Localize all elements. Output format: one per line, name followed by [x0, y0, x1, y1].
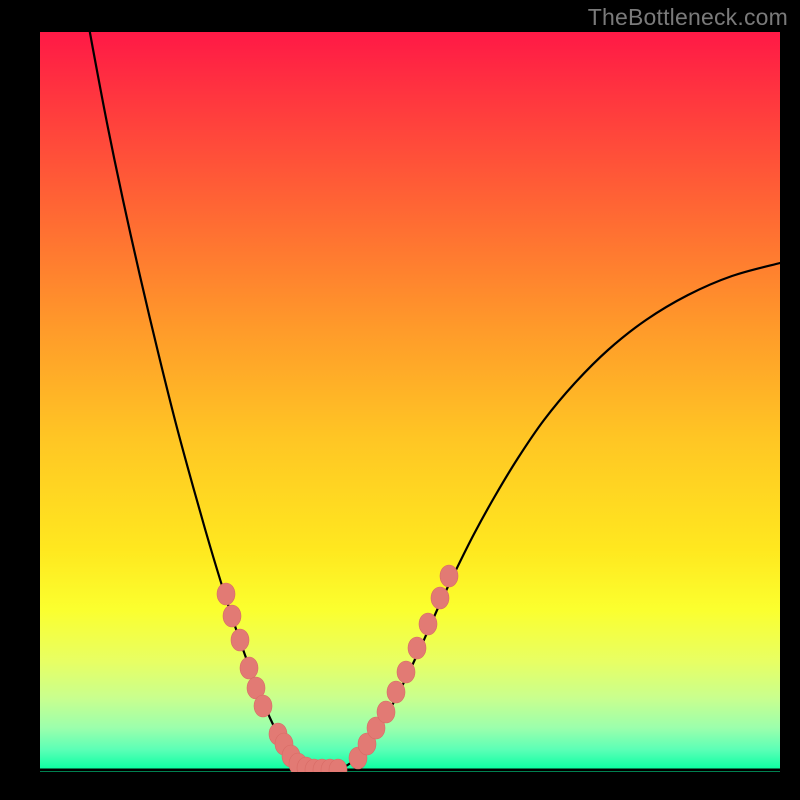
chart-container: TheBottleneck.com	[0, 0, 800, 800]
data-marker	[217, 583, 235, 605]
data-marker	[408, 637, 426, 659]
data-marker	[431, 587, 449, 609]
gradient-background	[40, 32, 780, 772]
data-marker	[377, 701, 395, 723]
data-marker	[329, 759, 347, 781]
data-marker	[419, 613, 437, 635]
watermark-text: TheBottleneck.com	[588, 4, 788, 31]
data-marker	[440, 565, 458, 587]
data-marker	[397, 661, 415, 683]
chart-svg	[0, 0, 800, 800]
data-marker	[240, 657, 258, 679]
data-marker	[231, 629, 249, 651]
data-marker	[387, 681, 405, 703]
data-marker	[254, 695, 272, 717]
data-marker	[223, 605, 241, 627]
